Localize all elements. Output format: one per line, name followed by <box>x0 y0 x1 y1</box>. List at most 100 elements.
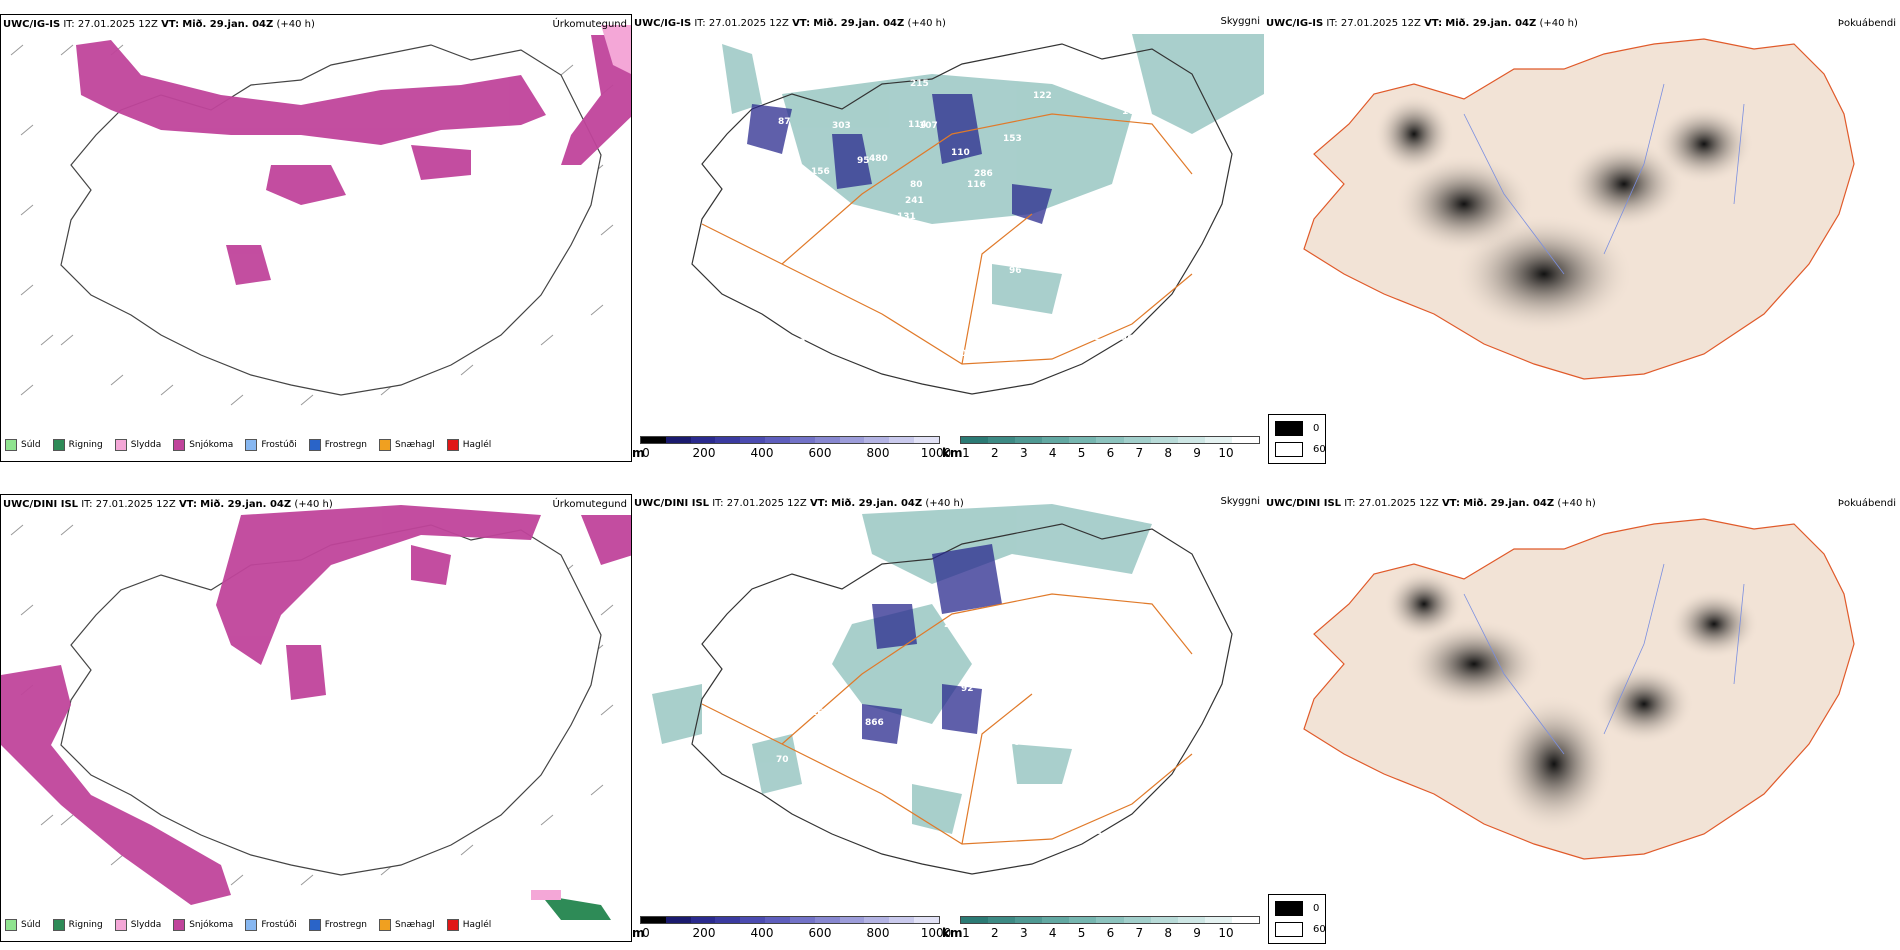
legend-swatch <box>245 439 258 451</box>
legend-label: Frostúði <box>261 920 297 930</box>
tick-label: 400 <box>750 926 774 940</box>
cloud-base-label: 118 <box>1058 713 1077 723</box>
cloud-base-label: 498 <box>905 296 924 306</box>
ceiling-scale-row1: m 0 200 400 600 800 1000 <box>632 436 951 464</box>
legend-label: Snæhagl <box>395 440 435 450</box>
legend-swatch <box>114 439 127 451</box>
colorbar-segment <box>641 437 666 443</box>
ceiling-fields <box>862 544 1002 744</box>
legend-swatch <box>52 919 65 931</box>
cloud-map: 349 415 109 131 153 83 114 110 147 480 146 202 107 28… <box>691 34 1264 395</box>
legend-label: Rigning <box>68 440 103 450</box>
panel-title: Þokuábendi <box>1837 18 1896 29</box>
legend-swatch <box>245 919 258 931</box>
vt-label: VT: <box>792 18 811 29</box>
cloud-labels-row1: 349 415 109 131 153 83 114 110 147 480 146 202 107 28… <box>754 79 1180 359</box>
fog-panel-row2: UWC/DINI ISL IT: 27.01.2025 12Z VT: Mið.… <box>1264 494 1900 942</box>
cloud-base-label: 258 <box>1007 240 1026 250</box>
cloud-base-label: 95 <box>857 156 870 166</box>
colorbar-segment <box>914 437 939 443</box>
colorbar-segment <box>961 917 989 923</box>
panel-header: UWC/IG-IS IT: 27.01.2025 12Z VT: Mið. 29… <box>1266 18 1578 29</box>
colorbar-segment <box>1015 437 1043 443</box>
colorbar-segment <box>1150 437 1178 443</box>
panel-header: UWC/DINI ISL IT: 27.01.2025 12Z VT: Mið.… <box>3 499 333 510</box>
tick-label: 800 <box>866 446 890 460</box>
legend-item: Snæhagl <box>379 439 435 451</box>
colorbar-segment <box>1177 917 1205 923</box>
cloud-base-label: 215 <box>910 79 929 89</box>
legend-label: Haglél <box>462 920 492 930</box>
fog-panel-row1: UWC/IG-IS IT: 27.01.2025 12Z VT: Mið. 29… <box>1264 14 1900 462</box>
cloud-base-label: 672 <box>1040 242 1059 252</box>
visibility-colorbar <box>960 916 1260 924</box>
tick-label: 8 <box>1164 926 1173 940</box>
legend-item: Rigning <box>52 439 103 451</box>
cloud-base-label: 307 <box>1110 302 1129 312</box>
legend-label: Slydda <box>130 920 162 930</box>
tick-label: 8 <box>1164 446 1173 460</box>
colorbar-segment <box>988 917 1016 923</box>
cloud-base-label: 122 <box>1033 91 1052 101</box>
visibility-colorbar <box>960 436 1260 444</box>
fog-swatch-max <box>1275 442 1303 457</box>
tick-label: 5 <box>1077 926 1086 940</box>
colorbar-segment <box>814 917 840 923</box>
ceiling-colorbar <box>640 916 940 924</box>
colorbar-segment <box>665 437 691 443</box>
cloud-base-label: 303 <box>832 121 851 131</box>
cloud-base-label: 70 <box>776 755 789 765</box>
fog-swatch-max <box>1275 922 1303 937</box>
cloud-base-label: 237 <box>835 275 854 285</box>
lead-time: (+40 h) <box>1557 498 1596 509</box>
legend-label: Snjókoma <box>189 920 234 930</box>
cloud-base-label: 105 <box>1097 832 1116 842</box>
legend-item: Rigning <box>52 919 103 931</box>
precip-type-panel-row2: UWC/DINI ISL IT: 27.01.2025 12Z VT: Mið.… <box>0 494 632 942</box>
cloud-base-label: 100 <box>770 603 789 613</box>
cloud-base-label: 232 <box>1082 333 1101 343</box>
ceiling-colorbar <box>640 436 940 444</box>
legend-item: Súld <box>5 919 41 931</box>
cloud-panel-row1: 349 415 109 131 153 83 114 110 147 480 146 202 107 28… <box>632 14 1264 462</box>
cloud-panel-row2: 105 167 146 100 235 473 220 866 248 265 75 120 345 13… <box>632 494 1264 942</box>
cloud-map: 105 167 146 100 235 473 220 866 248 265 75 120 345 13… <box>652 504 1233 875</box>
colorbar-segment <box>665 917 691 923</box>
rivers <box>1463 563 1745 755</box>
cloud-labels-row2: 105 167 146 100 235 473 220 866 248 265 75 120 345 13… <box>756 588 1139 842</box>
rain-areas <box>541 895 611 920</box>
panel-header: UWC/DINI ISL IT: 27.01.2025 12Z VT: Mið.… <box>634 498 964 509</box>
it-value: 27.01.2025 12Z <box>1340 18 1421 29</box>
lead-time: (+40 h) <box>925 498 964 509</box>
colorbar-segment <box>789 917 815 923</box>
cloud-base-label: 241 <box>905 196 924 206</box>
it-value: 27.01.2025 12Z <box>77 19 158 30</box>
legend-swatch <box>308 439 321 451</box>
tick-label: 10 <box>1218 926 1234 940</box>
cloud-base-label: 248 <box>1053 628 1072 638</box>
precip-type-map <box>10 25 631 406</box>
vt-label: VT: <box>809 498 828 509</box>
cloud-base-label: 265 <box>944 620 963 630</box>
colorbar-segment <box>1231 917 1260 923</box>
tick-label: 6 <box>1106 926 1115 940</box>
it-label: IT: <box>63 19 75 30</box>
panel-header: UWC/IG-IS IT: 27.01.2025 12Z VT: Mið. 29… <box>3 19 315 30</box>
colorbar-segment <box>864 917 890 923</box>
it-value: 27.01.2025 12Z <box>1358 498 1439 509</box>
legend-item: Snjókoma <box>173 439 233 451</box>
vt-value: Mið. 29.jan. 04Z <box>813 18 905 29</box>
legend-item: Haglél <box>446 919 492 931</box>
colorbar-segment <box>715 437 741 443</box>
panel-title: Úrkomutegund <box>552 499 627 510</box>
vt-value: Mið. 29.jan. 04Z <box>182 19 274 30</box>
legend-label: Frostregn <box>324 920 368 930</box>
cloud-base-label: 415 <box>772 181 791 191</box>
legend-swatch <box>446 919 459 931</box>
colorbar-segment <box>740 437 766 443</box>
cloud-base-label: 137 <box>904 588 923 598</box>
tick-label: 2 <box>991 446 999 460</box>
tick-label: 600 <box>808 446 832 460</box>
tick-label: 3 <box>1019 926 1028 940</box>
colorbar-segment <box>740 917 766 923</box>
